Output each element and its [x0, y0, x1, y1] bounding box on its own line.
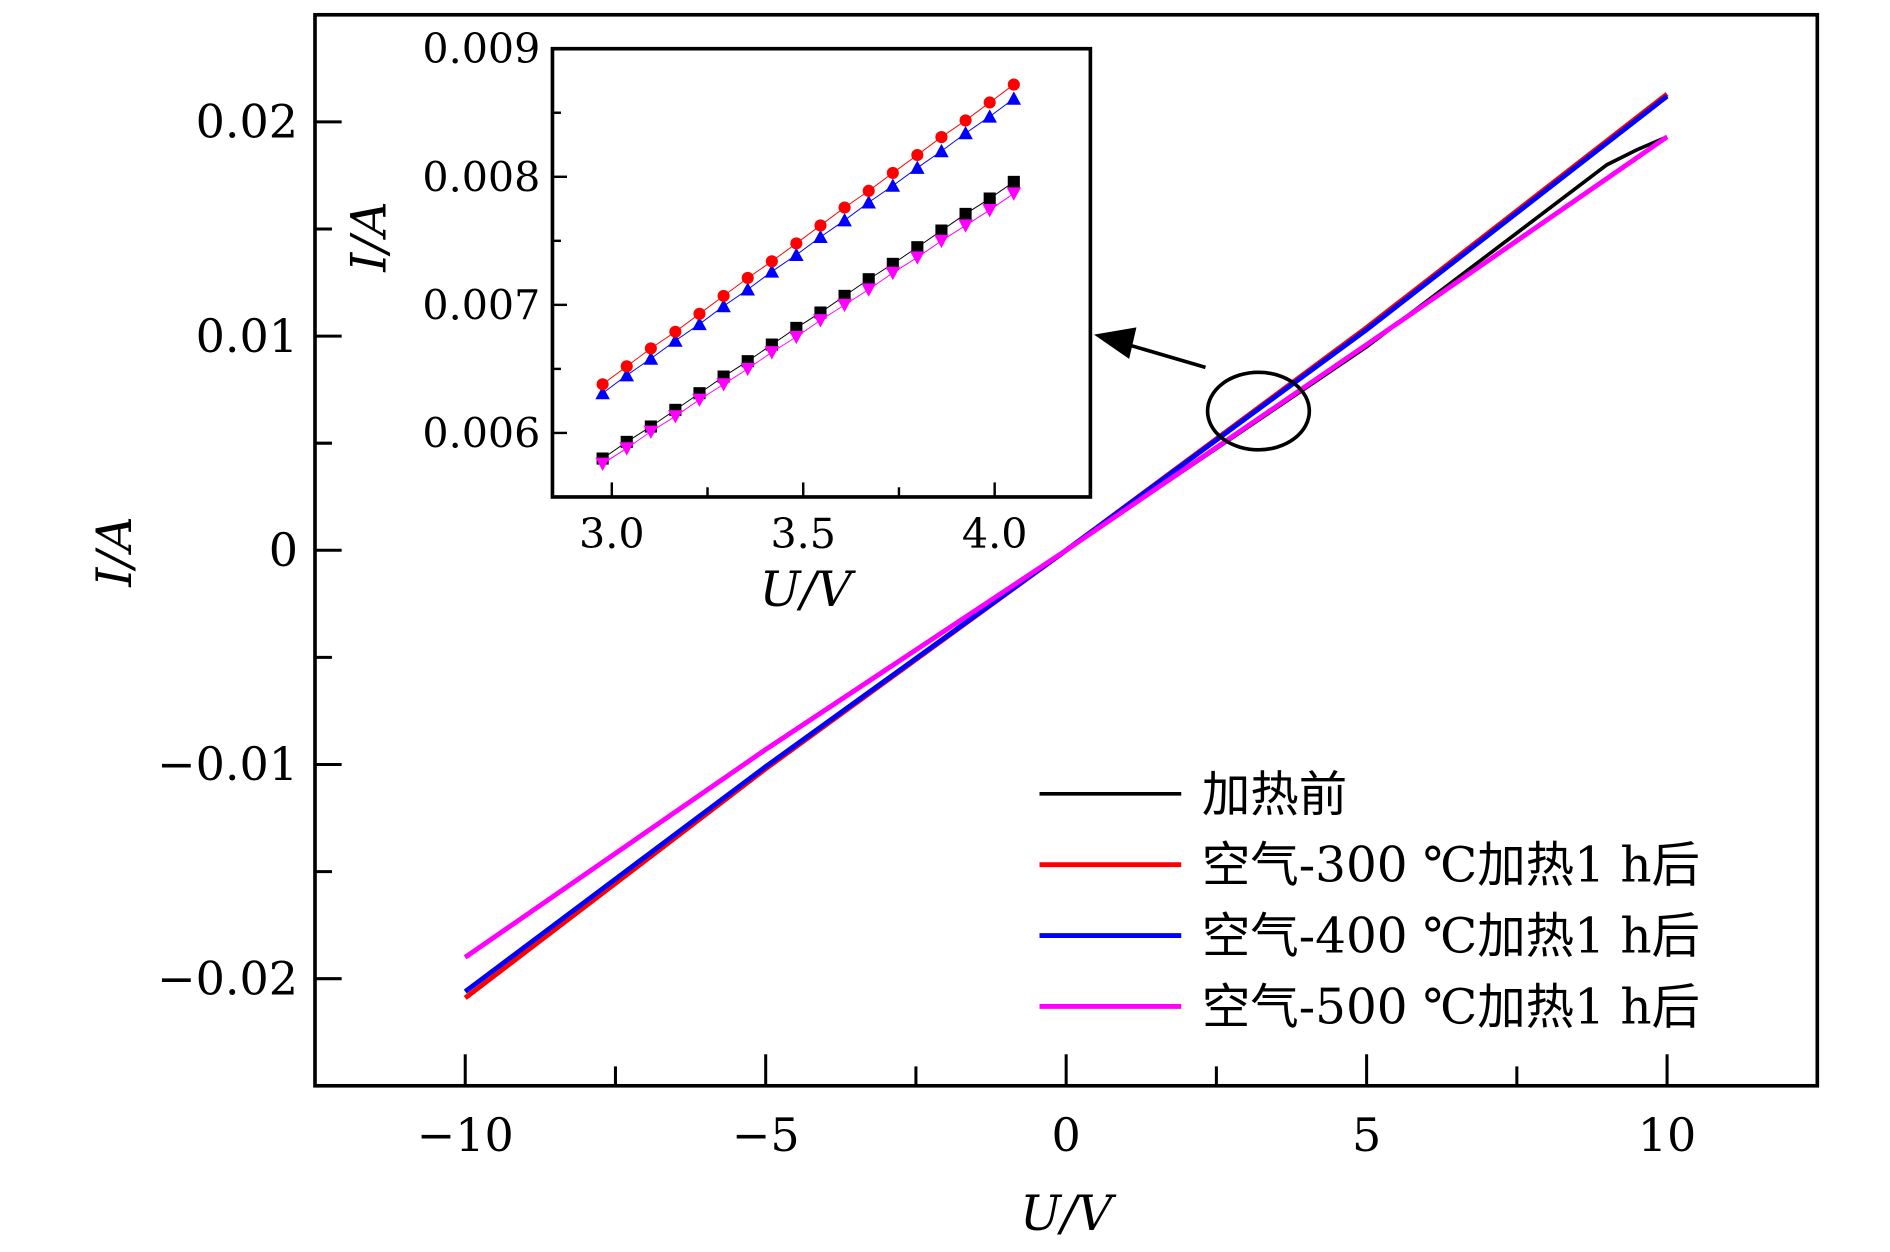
inset-y-tick-label: 0.006 [422, 409, 540, 457]
main-y-tick-label: 0 [269, 523, 298, 577]
arrow-head-icon [1094, 327, 1137, 359]
inset-point-3 [643, 425, 659, 439]
inset-point-2 [643, 351, 659, 365]
main-x-tick-label: −5 [732, 1108, 800, 1162]
inset-point-3 [692, 393, 707, 407]
inset-point-1 [717, 289, 730, 302]
inset-point-1 [596, 378, 609, 391]
inset-point-1 [644, 342, 657, 355]
main-series-line-3 [463, 134, 1669, 960]
inset-point-1 [790, 237, 803, 250]
inset-y-tick-label: 0.007 [422, 281, 540, 329]
inset-y-tick-label: 0.009 [422, 25, 540, 73]
inset-point-1 [911, 148, 924, 162]
inset-point-2 [813, 229, 828, 244]
legend-label-1: 空气-300 ℃加热1 h后 [1202, 838, 1700, 894]
main-y-axis-title: I/A [87, 516, 143, 587]
inset-point-1 [959, 114, 972, 127]
inset-point-3 [958, 219, 973, 233]
inset-point-3 [885, 266, 901, 281]
inset-x-tick-label: 4.0 [962, 510, 1028, 558]
main-y-tick-label: 0.02 [196, 95, 298, 149]
inset-frame [550, 46, 1093, 499]
inset-x-tick-label: 3.5 [770, 510, 836, 558]
inset-point-3 [982, 204, 997, 218]
inset-point-2 [861, 195, 876, 209]
inset-point-3 [789, 330, 804, 345]
inset-point-1 [886, 166, 899, 179]
inset-point-1 [983, 96, 996, 109]
inset-point-3 [740, 362, 755, 377]
inset-point-2 [740, 282, 755, 296]
arrow-shaft [1126, 342, 1206, 370]
inset-x-axis-title: U/V [760, 562, 857, 618]
inset-point-2 [1006, 91, 1022, 105]
inset-y-tick-label: 0.008 [422, 153, 540, 201]
legend-label-3: 空气-500 ℃加热1 h后 [1202, 979, 1700, 1035]
main-y-tick-label: −0.02 [157, 951, 298, 1005]
inset-point-3 [813, 314, 828, 328]
inset-point-0 [862, 273, 875, 286]
inset-point-2 [764, 264, 780, 278]
main-y-tick-label: 0.01 [196, 309, 298, 363]
inset-point-2 [934, 143, 949, 158]
inset-point-1 [669, 325, 682, 338]
inset-point-3 [910, 251, 925, 265]
inset-point-2 [668, 333, 683, 347]
inset-point-3 [668, 410, 683, 424]
inset-plot: 3.0 3.5 4.0 0.006 0.007 0.008 0.009 [422, 25, 1093, 558]
main-x-tick-label: 0 [1052, 1108, 1081, 1162]
inset-point-3 [764, 346, 780, 360]
main-x-tick-label: 10 [1638, 1108, 1697, 1162]
inset-point-3 [595, 457, 610, 471]
inset-point-0 [983, 192, 996, 205]
inset-point-3 [716, 378, 731, 392]
inset-x-tick-label: 3.0 [579, 510, 645, 558]
inset-point-2 [982, 109, 997, 123]
inset-point-1 [935, 131, 948, 144]
legend-label-0: 加热前 [1202, 767, 1347, 823]
inset-point-3 [1006, 187, 1022, 201]
inset-point-0 [1007, 175, 1020, 188]
zoom-region-ellipse [1205, 370, 1312, 452]
inset-point-0 [959, 207, 972, 220]
inset-point-3 [619, 442, 635, 456]
inset-point-0 [935, 224, 948, 237]
inset-point-1 [814, 219, 827, 232]
inset-point-1 [838, 201, 851, 214]
inset-point-2 [958, 125, 973, 140]
inset-point-3 [837, 298, 852, 313]
main-x-tick-label: 5 [1352, 1108, 1381, 1162]
inset-point-0 [911, 241, 924, 254]
inset-point-2 [837, 213, 852, 227]
inset-point-2 [885, 178, 901, 192]
inset-point-2 [692, 316, 707, 331]
inset-point-3 [934, 234, 949, 249]
inset-point-1 [693, 307, 706, 320]
inset-point-1 [741, 271, 754, 285]
main-y-tick-label: −0.01 [157, 737, 298, 791]
inset-point-1 [765, 255, 778, 268]
legend-label-2: 空气-400 ℃加热1 h后 [1202, 909, 1700, 965]
main-x-tick-label: −10 [417, 1108, 514, 1162]
inset-point-2 [595, 385, 610, 400]
inset-point-2 [910, 160, 925, 174]
inset-point-3 [861, 283, 876, 297]
inset-point-2 [619, 368, 635, 382]
inset-point-1 [1007, 78, 1020, 91]
inset-point-1 [620, 360, 633, 373]
main-x-axis-title: U/V [1020, 1186, 1117, 1242]
inset-point-1 [862, 184, 875, 197]
inset-y-axis-title: I/A [341, 201, 397, 272]
inset-point-2 [789, 247, 804, 261]
main-plot: −10 −5 0 5 10 −0.02 −0.01 0 0.01 0.02 [157, 12, 1820, 1162]
inset-point-2 [716, 298, 731, 313]
